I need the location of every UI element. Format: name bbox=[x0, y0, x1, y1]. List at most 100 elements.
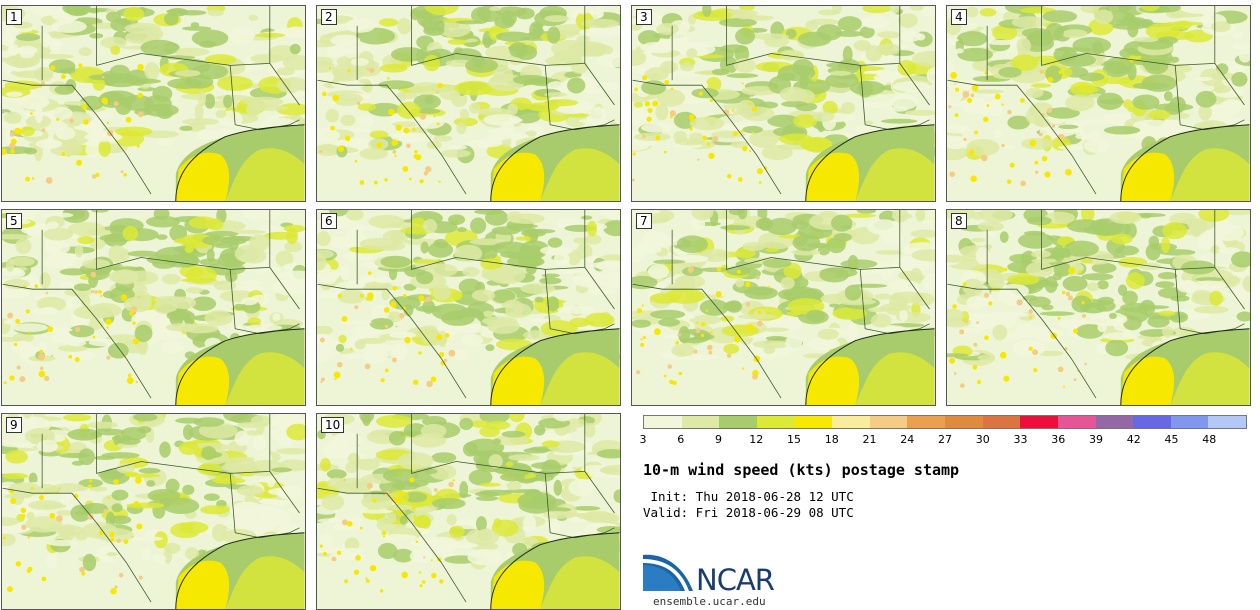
wind-patch bbox=[3, 111, 22, 124]
wind-spot bbox=[414, 149, 418, 154]
wind-patch bbox=[40, 32, 52, 48]
wind-patch bbox=[416, 108, 441, 114]
wind-patch bbox=[163, 546, 173, 564]
wind-patch bbox=[1139, 213, 1153, 219]
wind-patch bbox=[127, 250, 159, 257]
wind-spot bbox=[964, 320, 968, 324]
wind-spot bbox=[392, 357, 397, 363]
state-boundary bbox=[1214, 267, 1245, 310]
wind-patch bbox=[544, 15, 570, 23]
wind-spot bbox=[1064, 347, 1068, 351]
wind-patch bbox=[1025, 87, 1044, 99]
wind-spot bbox=[700, 333, 705, 338]
wind-patch bbox=[947, 353, 969, 358]
wind-patch bbox=[455, 20, 482, 25]
wind-patch bbox=[176, 9, 207, 16]
wind-patch bbox=[2, 532, 16, 547]
wind-patch bbox=[1094, 9, 1114, 25]
wind-spot bbox=[1029, 316, 1032, 319]
wind-spot bbox=[133, 500, 139, 507]
wind-patch bbox=[736, 13, 753, 20]
state-boundary bbox=[317, 79, 467, 195]
wind-spot bbox=[333, 371, 341, 379]
wind-patch bbox=[954, 48, 964, 54]
wind-patch bbox=[118, 437, 141, 445]
wind-patch bbox=[31, 307, 59, 315]
wind-patch bbox=[633, 102, 643, 108]
wind-patch bbox=[340, 114, 356, 126]
coastline bbox=[175, 532, 305, 609]
wind-patch bbox=[4, 319, 13, 325]
wind-spot bbox=[401, 571, 408, 579]
wind-patch bbox=[1089, 218, 1125, 236]
wind-patch bbox=[590, 106, 607, 124]
wind-patch bbox=[113, 434, 122, 446]
wind-patch bbox=[780, 277, 795, 290]
wind-patch bbox=[1192, 290, 1213, 301]
wind-patch bbox=[650, 309, 686, 320]
wind-spot bbox=[448, 481, 454, 488]
wind-patch bbox=[541, 273, 560, 278]
stamp-label: 9 bbox=[6, 417, 22, 433]
wind-patch bbox=[340, 265, 350, 281]
wind-patch bbox=[923, 273, 935, 291]
wind-patch bbox=[1089, 311, 1128, 327]
wind-patch bbox=[880, 118, 918, 124]
wind-patch bbox=[495, 6, 528, 17]
wind-patch bbox=[837, 16, 862, 32]
wind-spot bbox=[412, 128, 416, 132]
wind-patch bbox=[435, 20, 445, 32]
colorbar-tick-label: 24 bbox=[900, 433, 915, 446]
wind-patch bbox=[947, 145, 968, 161]
wind-patch bbox=[471, 6, 491, 24]
state-boundary bbox=[230, 210, 271, 270]
wind-spot bbox=[695, 328, 701, 333]
wind-patch bbox=[161, 334, 182, 340]
wind-patch bbox=[539, 277, 562, 285]
wind-patch bbox=[1011, 16, 1048, 29]
wind-patch bbox=[1010, 54, 1039, 72]
wind-patch bbox=[475, 495, 499, 501]
wind-spot bbox=[1081, 301, 1085, 305]
wind-patch bbox=[812, 111, 835, 122]
wind-spot bbox=[444, 333, 450, 338]
colorbar-tick-label: 3 bbox=[639, 433, 647, 446]
wind-patch bbox=[849, 80, 886, 96]
wind-patch bbox=[658, 318, 680, 327]
wind-spot bbox=[705, 309, 709, 312]
wind-patch bbox=[470, 217, 487, 234]
wind-patch bbox=[364, 281, 392, 289]
wind-spot bbox=[87, 484, 92, 489]
wind-spot bbox=[14, 127, 22, 135]
wind-patch bbox=[317, 144, 342, 156]
stamp-label: 1 bbox=[6, 9, 22, 25]
wind-patch bbox=[416, 271, 434, 285]
wind-spot bbox=[406, 143, 411, 149]
wind-spot bbox=[1057, 366, 1064, 373]
wind-patch bbox=[1070, 81, 1096, 96]
wind-patch bbox=[632, 50, 647, 66]
wind-spot bbox=[448, 349, 456, 357]
wind-patch bbox=[791, 220, 809, 230]
wind-patch bbox=[1025, 261, 1055, 278]
wind-spot bbox=[751, 106, 757, 112]
wind-patch bbox=[2, 336, 23, 342]
wind-speed-map bbox=[947, 210, 1250, 405]
wind-patch bbox=[691, 87, 719, 99]
wind-patch bbox=[440, 149, 471, 158]
wind-patch bbox=[529, 21, 543, 39]
wind-patch bbox=[1097, 322, 1107, 333]
wind-patch bbox=[1210, 245, 1221, 254]
wind-spot bbox=[678, 333, 682, 337]
wind-spot bbox=[634, 87, 638, 92]
wind-patch bbox=[832, 307, 867, 320]
wind-patch bbox=[468, 102, 481, 114]
wind-spot bbox=[949, 171, 956, 178]
wind-patch bbox=[1145, 23, 1180, 40]
colorbar-tick-label: 36 bbox=[1051, 433, 1066, 446]
wind-patch bbox=[449, 542, 479, 549]
state-boundary bbox=[726, 6, 866, 125]
gulf-high-wind bbox=[490, 356, 545, 405]
wind-spot bbox=[39, 349, 44, 354]
wind-patch bbox=[831, 6, 842, 15]
